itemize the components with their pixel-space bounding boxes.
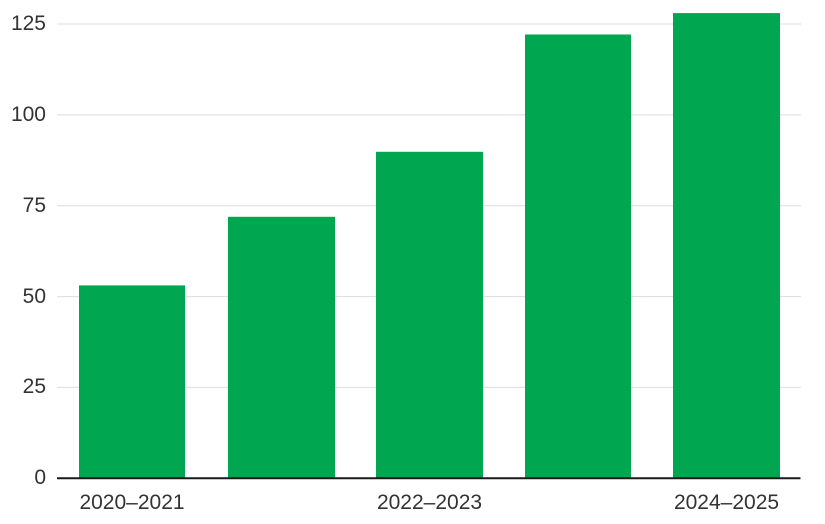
svg-text:75: 75 [23,194,46,217]
svg-text:125: 125 [11,12,46,35]
svg-text:2022–2023: 2022–2023 [377,491,482,514]
svg-text:0: 0 [34,466,46,489]
svg-text:2020–2021: 2020–2021 [79,491,184,514]
svg-text:2024–2025: 2024–2025 [674,491,779,514]
svg-text:100: 100 [11,103,46,126]
svg-text:50: 50 [23,285,46,308]
svg-text:25: 25 [23,375,46,398]
